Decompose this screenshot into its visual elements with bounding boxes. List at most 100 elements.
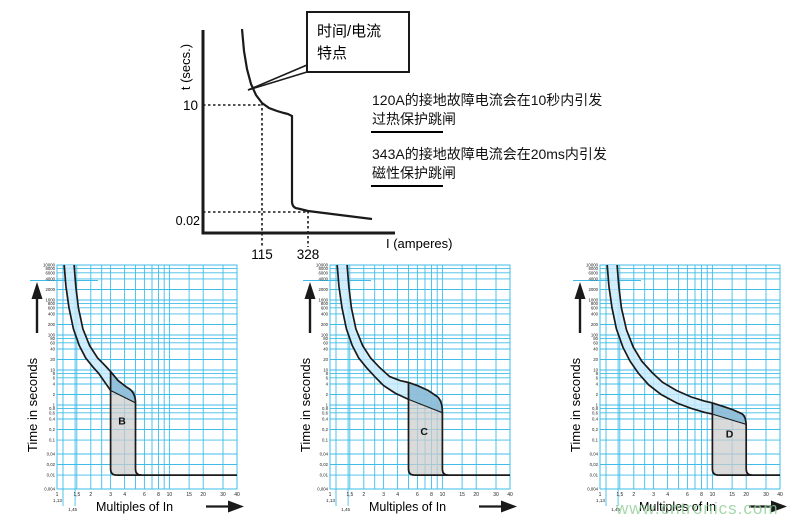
svg-text:0,01: 0,01 xyxy=(590,473,599,478)
svg-text:0,02: 0,02 xyxy=(590,462,599,467)
svg-text:600: 600 xyxy=(321,305,329,310)
svg-text:800: 800 xyxy=(591,301,599,306)
svg-text:3: 3 xyxy=(382,492,385,498)
thermal-upper-curve xyxy=(346,264,449,476)
svg-text:1,5: 1,5 xyxy=(73,492,80,498)
svg-text:0,2: 0,2 xyxy=(322,427,329,432)
svg-text:0,02: 0,02 xyxy=(47,462,56,467)
svg-text:4: 4 xyxy=(123,492,126,498)
svg-text:4000: 4000 xyxy=(45,276,55,281)
y-axis-label-group: Time in seconds xyxy=(568,282,586,452)
axes-lines xyxy=(201,30,395,235)
svg-text:1,45: 1,45 xyxy=(68,507,77,512)
svg-text:Time in seconds: Time in seconds xyxy=(568,357,583,452)
svg-text:30: 30 xyxy=(763,492,769,498)
svg-text:20: 20 xyxy=(473,492,479,498)
svg-text:0,02: 0,02 xyxy=(320,462,329,467)
lower-curve-continuation xyxy=(110,390,136,404)
svg-text:0,4: 0,4 xyxy=(49,417,56,422)
svg-text:4: 4 xyxy=(596,382,599,387)
svg-text:2: 2 xyxy=(596,392,599,397)
svg-text:200: 200 xyxy=(591,322,599,327)
svg-text:4: 4 xyxy=(396,492,399,498)
svg-text:8: 8 xyxy=(53,371,56,376)
svg-text:0,4: 0,4 xyxy=(592,417,599,422)
svg-text:1: 1 xyxy=(329,492,332,498)
svg-text:6: 6 xyxy=(596,375,599,380)
svg-text:0,6: 0,6 xyxy=(49,410,56,415)
svg-text:15: 15 xyxy=(729,492,735,498)
svg-text:20: 20 xyxy=(593,357,598,362)
svg-text:1: 1 xyxy=(326,403,329,408)
x-axis-label-group: Multiples of In xyxy=(96,500,244,514)
svg-text:2000: 2000 xyxy=(588,287,598,292)
svg-text:30: 30 xyxy=(220,492,226,498)
svg-text:1000: 1000 xyxy=(318,298,328,303)
svg-text:0,1: 0,1 xyxy=(322,438,329,443)
svg-text:6: 6 xyxy=(143,492,146,498)
svg-text:1000: 1000 xyxy=(45,298,55,303)
thermal-upper-curve xyxy=(616,264,753,476)
note-magnetic: 343A的接地故障电流会在20ms内引发 磁性保护跳闸 xyxy=(372,145,672,182)
thermal-lower-curve xyxy=(63,264,112,391)
svg-text:800: 800 xyxy=(48,301,56,306)
svg-text:400: 400 xyxy=(48,311,56,316)
svg-text:10: 10 xyxy=(50,368,55,373)
svg-text:400: 400 xyxy=(591,311,599,316)
svg-text:4: 4 xyxy=(326,382,329,387)
x-axis-label-group: Multiples of In xyxy=(369,500,517,514)
svg-text:30: 30 xyxy=(493,492,499,498)
svg-text:1,5: 1,5 xyxy=(616,492,623,498)
svg-text:0,8: 0,8 xyxy=(322,406,329,411)
svg-text:1,45: 1,45 xyxy=(611,507,620,512)
note-magnetic-line2: 磁性保护跳闸 xyxy=(372,164,456,181)
svg-text:0,004: 0,004 xyxy=(317,487,328,492)
note-thermal-line1: 120A的接地故障电流会在10秒内引发 xyxy=(372,92,603,108)
svg-text:Multiples of In: Multiples of In xyxy=(369,500,446,514)
svg-text:1,13: 1,13 xyxy=(596,498,605,503)
curve-letter: B xyxy=(118,415,126,427)
svg-text:20: 20 xyxy=(200,492,206,498)
svg-text:8: 8 xyxy=(430,492,433,498)
callout-wedge xyxy=(247,64,308,91)
svg-text:0,004: 0,004 xyxy=(44,487,55,492)
svg-text:0,04: 0,04 xyxy=(47,452,56,457)
svg-text:1: 1 xyxy=(53,403,56,408)
svg-text:60: 60 xyxy=(323,340,328,345)
svg-text:8: 8 xyxy=(700,492,703,498)
svg-text:0,01: 0,01 xyxy=(320,473,329,478)
svg-text:4000: 4000 xyxy=(318,276,328,281)
svg-text:8000: 8000 xyxy=(45,266,55,271)
svg-text:600: 600 xyxy=(591,305,599,310)
svg-text:100: 100 xyxy=(321,333,329,338)
callout-text-line1: 时间/电流 xyxy=(317,23,381,40)
svg-text:0,04: 0,04 xyxy=(590,452,599,457)
svg-text:15: 15 xyxy=(459,492,465,498)
svg-text:0,04: 0,04 xyxy=(320,452,329,457)
svg-text:2: 2 xyxy=(89,492,92,498)
svg-text:0,01: 0,01 xyxy=(47,473,56,478)
magnetic-zone xyxy=(712,414,753,476)
svg-text:400: 400 xyxy=(321,311,329,316)
svg-text:80: 80 xyxy=(50,336,55,341)
svg-text:40: 40 xyxy=(777,492,783,498)
thermal-lower-curve xyxy=(336,264,409,401)
svg-text:10: 10 xyxy=(440,492,446,498)
svg-text:1,13: 1,13 xyxy=(53,498,62,503)
time-current-characteristic-diagram: 时间/电流 特点 t (secs.) 10 0.02 115 328 I (am… xyxy=(176,11,452,262)
grid xyxy=(573,264,781,506)
tick-328: 328 xyxy=(297,247,320,262)
svg-text:6: 6 xyxy=(326,375,329,380)
svg-text:8000: 8000 xyxy=(318,266,328,271)
svg-text:1: 1 xyxy=(599,492,602,498)
svg-text:3: 3 xyxy=(109,492,112,498)
svg-text:100: 100 xyxy=(591,333,599,338)
svg-text:40: 40 xyxy=(323,347,328,352)
svg-text:4: 4 xyxy=(666,492,669,498)
svg-text:4000: 4000 xyxy=(588,276,598,281)
callout-text-line2: 特点 xyxy=(317,45,347,62)
svg-text:60: 60 xyxy=(50,340,55,345)
watermark: www.cntronics.com xyxy=(616,499,779,518)
overlap-zone xyxy=(408,382,443,413)
svg-text:10: 10 xyxy=(323,368,328,373)
